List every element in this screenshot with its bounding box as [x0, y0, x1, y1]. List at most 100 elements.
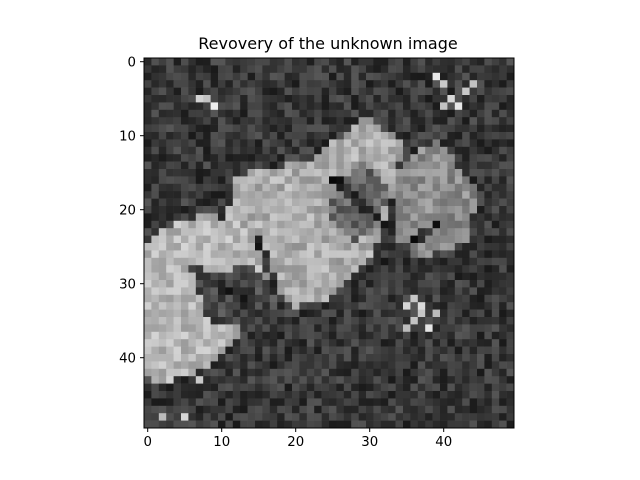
image-pixel — [462, 146, 470, 155]
image-pixel — [447, 220, 456, 229]
image-pixel — [188, 331, 197, 340]
image-pixel — [477, 95, 485, 103]
image-pixel — [247, 176, 256, 185]
image-pixel — [225, 65, 234, 74]
image-pixel — [151, 405, 160, 414]
image-pixel — [195, 146, 204, 155]
image-pixel — [366, 361, 374, 370]
image-pixel — [151, 420, 160, 429]
image-pixel — [336, 161, 345, 170]
image-pixel — [499, 58, 507, 66]
image-pixel — [351, 272, 359, 281]
image-pixel — [440, 346, 448, 355]
image-pixel — [210, 169, 219, 177]
image-pixel — [173, 124, 182, 133]
image-pixel — [166, 102, 174, 111]
image-pixel — [144, 280, 152, 288]
image-pixel — [166, 220, 174, 229]
image-pixel — [373, 265, 382, 273]
image-pixel — [262, 302, 271, 310]
image-pixel — [447, 257, 456, 266]
image-pixel — [403, 257, 411, 266]
image-pixel — [358, 95, 367, 103]
image-pixel — [262, 169, 271, 177]
image-pixel — [195, 294, 204, 303]
image-pixel — [158, 280, 167, 288]
image-pixel — [299, 309, 308, 318]
image-pixel — [454, 383, 463, 392]
image-pixel — [373, 161, 382, 170]
image-pixel — [469, 346, 478, 355]
image-pixel — [284, 405, 293, 414]
image-pixel — [484, 87, 493, 96]
image-pixel — [329, 324, 337, 333]
image-pixel — [210, 183, 219, 192]
image-pixel — [225, 80, 234, 88]
image-pixel — [477, 331, 485, 340]
image-pixel — [292, 391, 300, 399]
image-pixel — [417, 280, 426, 288]
image-pixel — [388, 398, 396, 407]
image-pixel — [195, 58, 204, 66]
image-pixel — [343, 169, 352, 177]
image-pixel — [195, 309, 204, 318]
image-pixel — [144, 287, 152, 296]
image-pixel — [299, 102, 308, 111]
image-pixel — [462, 354, 470, 362]
image-pixel — [506, 413, 515, 421]
image-pixel — [432, 154, 441, 162]
image-pixel — [158, 250, 167, 259]
image-pixel — [425, 132, 433, 140]
image-pixel — [203, 213, 211, 222]
image-pixel — [151, 161, 160, 170]
image-pixel — [188, 65, 197, 74]
image-pixel — [380, 72, 389, 81]
image-pixel — [425, 220, 433, 229]
image-pixel — [269, 354, 278, 362]
image-pixel — [158, 183, 167, 192]
image-pixel — [232, 280, 241, 288]
image-pixel — [403, 191, 411, 199]
image-pixel — [417, 339, 426, 347]
image-pixel — [425, 139, 433, 148]
image-pixel — [321, 213, 330, 222]
image-pixel — [166, 87, 174, 96]
image-pixel — [225, 183, 234, 192]
image-pixel — [454, 58, 463, 66]
image-pixel — [321, 272, 330, 281]
image-pixel — [329, 87, 337, 96]
image-pixel — [188, 265, 197, 273]
image-pixel — [158, 146, 167, 155]
image-pixel — [203, 117, 211, 125]
image-pixel — [158, 294, 167, 303]
image-pixel — [410, 376, 419, 384]
image-pixel — [232, 95, 241, 103]
image-pixel — [240, 183, 248, 192]
image-pixel — [425, 169, 433, 177]
image-pixel — [432, 161, 441, 170]
image-pixel — [203, 398, 211, 407]
image-pixel — [284, 95, 293, 103]
image-pixel — [321, 331, 330, 340]
image-pixel — [343, 243, 352, 251]
image-pixel — [477, 191, 485, 199]
image-pixel — [158, 95, 167, 103]
image-pixel — [454, 228, 463, 236]
image-pixel — [181, 206, 189, 214]
image-pixel — [314, 302, 322, 310]
image-pixel — [499, 132, 507, 140]
image-pixel — [351, 361, 359, 370]
image-pixel — [454, 146, 463, 155]
image-pixel — [447, 169, 456, 177]
image-pixel — [454, 191, 463, 199]
image-pixel — [351, 376, 359, 384]
image-pixel — [277, 161, 285, 170]
image-pixel — [403, 324, 411, 333]
image-pixel — [454, 169, 463, 177]
image-pixel — [232, 243, 241, 251]
image-pixel — [218, 309, 226, 318]
image-pixel — [284, 398, 293, 407]
image-pixel — [173, 302, 182, 310]
image-pixel — [454, 324, 463, 333]
image-pixel — [425, 198, 433, 207]
